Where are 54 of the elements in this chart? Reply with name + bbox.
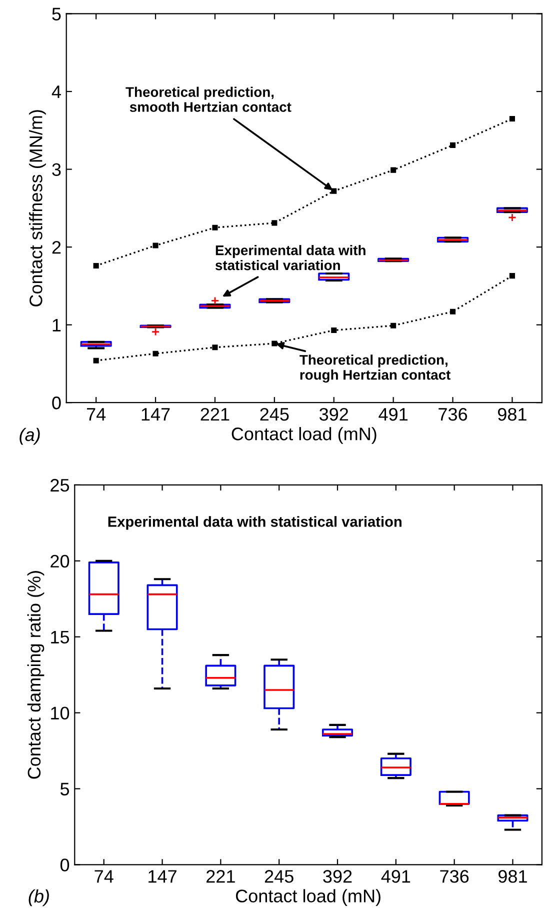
- point: [509, 273, 515, 279]
- x-tick-label: 392: [320, 408, 348, 421]
- y-tick-label: 10: [51, 706, 70, 720]
- x-axis-title: Contact load (mN): [232, 427, 376, 444]
- point: [331, 327, 337, 334]
- x-tick-label: 392: [323, 870, 352, 883]
- y-axis-title: Contact stiffness (MN/m): [29, 110, 46, 306]
- annotation: Theoretical prediction, smooth Hertzian contact: [126, 86, 292, 112]
- point: [331, 188, 337, 194]
- y-axis-title: Contact damping ratio (%): [27, 571, 44, 779]
- x-tick-label: 74: [94, 870, 114, 883]
- y-tick-label: 0: [52, 396, 61, 410]
- x-tick-label: 245: [260, 408, 289, 421]
- y-tick-label: 4: [52, 86, 61, 98]
- point: [93, 358, 99, 364]
- y-tick-label: 2: [52, 240, 61, 254]
- point: [390, 322, 396, 328]
- x-tick-label: 491: [381, 870, 410, 883]
- point: [152, 242, 158, 248]
- y-tick-label: 25: [50, 478, 70, 492]
- text: (a): [20, 428, 40, 445]
- point: [272, 220, 278, 226]
- x-tick-label: 147: [148, 870, 176, 883]
- x-tick-label: 981: [498, 408, 526, 421]
- x-tick-label: 736: [438, 408, 468, 421]
- point: [450, 308, 456, 314]
- x-tick-label: 245: [264, 870, 294, 883]
- y-tick-label: 1: [52, 318, 61, 332]
- y-tick-label: 5: [52, 8, 61, 20]
- annotation: Theoretical prediction, rough Hertzian contact: [300, 354, 450, 383]
- x-tick-label: 74: [86, 408, 106, 421]
- y-tick-label: 20: [50, 554, 70, 568]
- x-tick-label: 147: [142, 408, 170, 421]
- y-tick-label: 0: [60, 858, 70, 872]
- point: [509, 116, 515, 122]
- point: [272, 340, 278, 346]
- point: [212, 224, 218, 230]
- annotation: Experimental data with statistical variation: [108, 516, 402, 530]
- point: [93, 262, 99, 268]
- point: [450, 142, 456, 148]
- annotation: Experimental data with statistical variation: [215, 245, 366, 270]
- point: [390, 167, 396, 173]
- x-axis-title: Contact load (mN): [236, 889, 380, 906]
- point: [152, 350, 158, 356]
- x-tick-label: 221: [206, 870, 235, 883]
- point: [212, 344, 218, 350]
- x-tick-label: 491: [378, 408, 408, 421]
- y-tick-label: 5: [60, 782, 70, 796]
- text: (b): [28, 889, 49, 906]
- y-tick-label: 3: [52, 163, 61, 176]
- x-tick-label: 981: [498, 870, 527, 883]
- x-tick-label: 736: [440, 870, 469, 883]
- x-tick-label: 221: [200, 408, 230, 421]
- y-tick-label: 15: [51, 630, 70, 644]
